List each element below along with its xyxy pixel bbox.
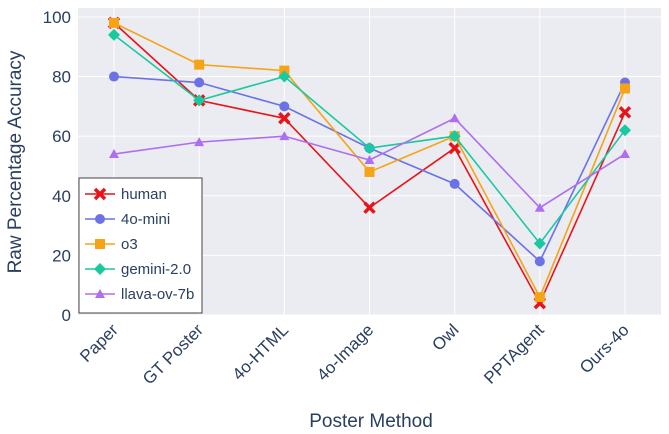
legend-label: llava-ov-7b — [121, 286, 194, 303]
y-tick-label: 20 — [52, 246, 71, 265]
data-point — [618, 106, 632, 119]
data-point — [534, 202, 545, 212]
data-point — [109, 149, 119, 159]
legend-label: 4o-mini — [121, 211, 170, 228]
data-point — [194, 59, 205, 70]
data-point — [279, 131, 290, 141]
data-point — [363, 142, 376, 155]
data-point — [109, 71, 119, 82]
legend-label: human — [121, 186, 167, 203]
legend-label: o3 — [121, 236, 138, 253]
data-point — [193, 94, 206, 107]
data-point — [449, 178, 460, 189]
x-tick-label: Ours-4o — [576, 320, 633, 377]
legend-item: 4o-mini — [85, 211, 170, 228]
data-point — [449, 113, 460, 123]
series-group — [107, 16, 632, 310]
x-tick-label: 4o-HTML — [229, 320, 293, 384]
series-gemini-2.0 — [108, 28, 631, 250]
data-point — [363, 201, 376, 214]
data-point — [194, 77, 205, 88]
y-tick-label: 60 — [52, 127, 71, 146]
data-point — [364, 155, 375, 165]
data-point — [279, 101, 290, 112]
y-tick-labels: 0 20 40 60 80 100 — [43, 8, 71, 325]
legend-marker — [94, 263, 106, 275]
y-tick-label: 80 — [52, 68, 71, 87]
legend-item: gemini-2.0 — [85, 261, 191, 278]
legend-label: gemini-2.0 — [121, 261, 191, 278]
legend-marker — [95, 214, 105, 224]
y-tick-label: 0 — [62, 306, 71, 325]
data-point — [364, 166, 375, 177]
legend-item: human — [85, 186, 167, 203]
legend: human 4o-mini o3 gemini-2.0 llava-ov-7b — [78, 177, 203, 314]
data-point — [620, 83, 630, 94]
series-llava-ov-7b — [109, 113, 630, 212]
data-point — [108, 28, 120, 41]
y-axis-title: Raw Percentage Accuracy — [5, 50, 26, 273]
data-point — [109, 17, 119, 28]
x-tick-label: PPTAgent — [480, 320, 548, 388]
x-axis-title: Poster Method — [309, 411, 433, 432]
x-tick-label: GT Poster — [139, 320, 207, 388]
legend-marker — [93, 187, 107, 201]
legend-marker — [95, 289, 105, 298]
x-tick-label: Owl — [428, 320, 462, 354]
data-point — [620, 149, 630, 159]
data-point — [278, 70, 291, 83]
legend-item: o3 — [85, 236, 138, 253]
data-point — [619, 124, 631, 137]
data-point — [534, 256, 545, 267]
legend-item: llava-ov-7b — [85, 286, 194, 303]
data-point — [278, 112, 291, 125]
data-point — [533, 237, 546, 250]
data-point — [448, 130, 461, 143]
legend-marker — [95, 239, 105, 249]
y-tick-label: 100 — [43, 8, 71, 27]
x-tick-labels: Paper GT Poster 4o-HTML 4o-Image Owl PPTAgent… — [76, 320, 633, 388]
data-point — [448, 141, 461, 155]
x-tick-label: Paper — [76, 320, 122, 366]
data-point — [534, 292, 545, 303]
x-tick-label: 4o-Image — [313, 320, 377, 384]
data-point — [194, 137, 205, 147]
y-tick-label: 40 — [52, 187, 71, 206]
